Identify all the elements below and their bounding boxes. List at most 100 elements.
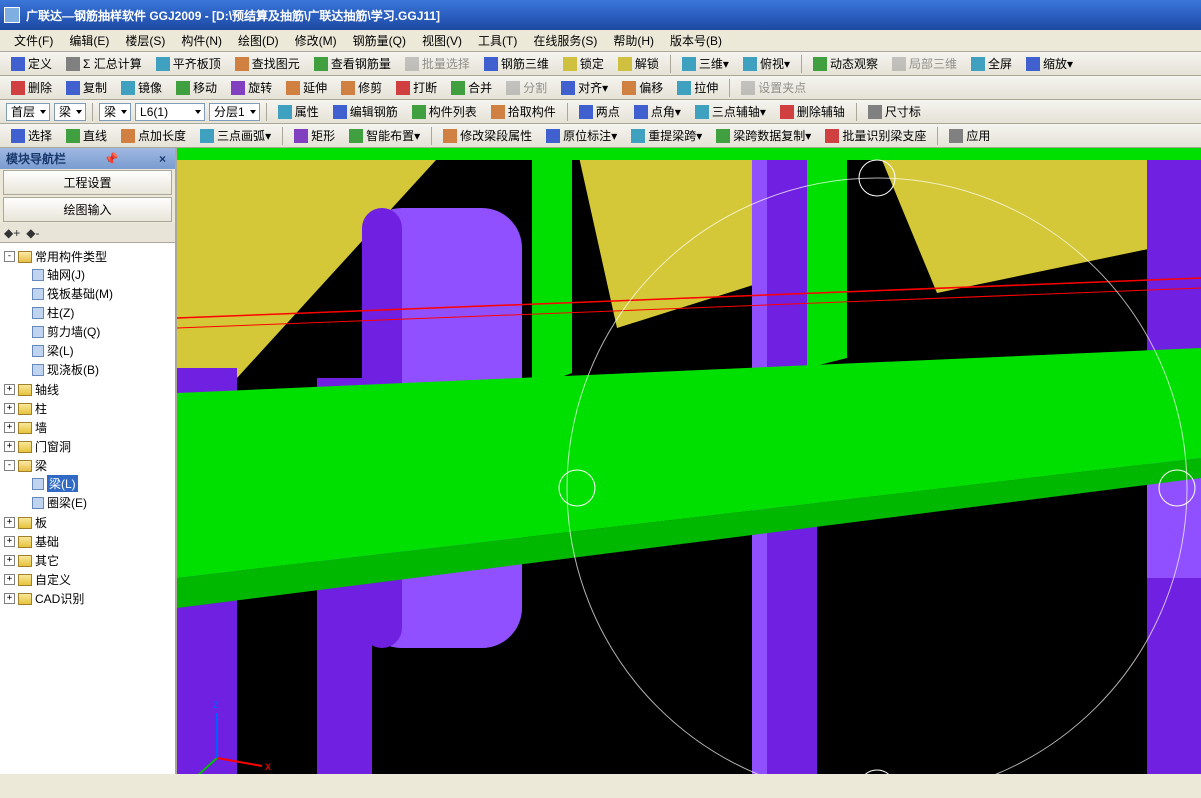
toolbar-button[interactable]: 移动 xyxy=(170,76,223,99)
button-label: 动态观察 xyxy=(830,55,878,72)
tree-item[interactable]: 梁(L) xyxy=(47,342,74,359)
menu-item[interactable]: 构件(N) xyxy=(173,30,230,51)
menu-item[interactable]: 工具(T) xyxy=(470,30,525,51)
toolbar-button[interactable]: 属性 xyxy=(272,100,325,123)
toolbar-button[interactable]: 合并 xyxy=(445,76,498,99)
menu-item[interactable]: 视图(V) xyxy=(414,30,470,51)
menu-item[interactable]: 在线服务(S) xyxy=(525,30,605,51)
context-dropdown[interactable]: 首层 xyxy=(6,103,50,121)
toolbar-button[interactable]: 动态观察 xyxy=(807,52,884,75)
tree-item[interactable]: 筏板基础(M) xyxy=(47,285,113,302)
menu-item[interactable]: 文件(F) xyxy=(6,30,61,51)
toolbar-button[interactable]: 拉伸 xyxy=(671,76,724,99)
toolbar-button[interactable]: 旋转 xyxy=(225,76,278,99)
chevron-down-icon: ▾ xyxy=(784,57,790,71)
toolbar-button[interactable]: 构件列表 xyxy=(406,100,483,123)
panel-pin-icon[interactable]: 📌 xyxy=(104,152,119,166)
toolbar-button[interactable]: 删除 xyxy=(5,76,58,99)
toolbar-button[interactable]: 设置夹点 xyxy=(735,76,812,99)
tree-folder[interactable]: 轴线 xyxy=(35,381,59,398)
tree-item[interactable]: 剪力墙(Q) xyxy=(47,323,100,340)
menu-item[interactable]: 编辑(E) xyxy=(61,30,117,51)
menu-item[interactable]: 帮助(H) xyxy=(605,30,662,51)
toolbar-button[interactable]: 两点 xyxy=(573,100,626,123)
toolbar-button[interactable]: 对齐 ▾ xyxy=(555,76,614,99)
toolbar-button[interactable]: 全屏 xyxy=(965,52,1018,75)
toolbar-button[interactable]: 定义 xyxy=(5,52,58,75)
tree-folder[interactable]: 自定义 xyxy=(35,571,71,588)
toolbar-button[interactable]: 缩放 ▾ xyxy=(1020,52,1079,75)
toolbar-button[interactable]: 三维 ▾ xyxy=(676,52,735,75)
toolbar-button[interactable]: 重提梁跨 ▾ xyxy=(625,124,708,147)
expand-all-icon[interactable]: ◆+ xyxy=(4,226,20,240)
toolbar-button[interactable]: 应用 xyxy=(943,124,996,147)
toolbar-button[interactable]: 延伸 xyxy=(280,76,333,99)
toolbar-button[interactable]: 点角 ▾ xyxy=(628,100,687,123)
toolbar-button[interactable]: 复制 xyxy=(60,76,113,99)
button-label: 矩形 xyxy=(311,127,335,144)
toolbar-button[interactable]: 原位标注 ▾ xyxy=(540,124,623,147)
toolbar-button[interactable]: 矩形 xyxy=(288,124,341,147)
tree-folder[interactable]: 柱 xyxy=(35,400,47,417)
panel-btn-draw[interactable]: 绘图输入 xyxy=(3,197,172,222)
tree-folder[interactable]: 墙 xyxy=(35,419,47,436)
tree-item[interactable]: 柱(Z) xyxy=(47,304,74,321)
toolbar-button[interactable]: 直线 xyxy=(60,124,113,147)
toolbar-button[interactable]: 智能布置 ▾ xyxy=(343,124,426,147)
toolbar-button[interactable]: 镜像 xyxy=(115,76,168,99)
toolbar-button[interactable]: 批量选择 xyxy=(399,52,476,75)
context-dropdown[interactable]: 梁 xyxy=(54,103,86,121)
toolbar-button[interactable]: 选择 xyxy=(5,124,58,147)
menu-item[interactable]: 版本号(B) xyxy=(662,30,730,51)
toolbar-button[interactable]: 编辑钢筋 xyxy=(327,100,404,123)
toolbar-button[interactable]: 修剪 xyxy=(335,76,388,99)
component-tree[interactable]: -常用构件类型轴网(J)筏板基础(M)柱(Z)剪力墙(Q)梁(L)现浇板(B)+… xyxy=(0,243,175,774)
toolbar-button[interactable]: 分割 xyxy=(500,76,553,99)
toolbar-button[interactable]: 锁定 xyxy=(557,52,610,75)
toolbar-button[interactable]: 三点画弧 ▾ xyxy=(194,124,277,147)
context-dropdown[interactable]: L6(1) xyxy=(135,103,205,121)
collapse-all-icon[interactable]: ◆- xyxy=(26,226,39,240)
toolbar-button[interactable]: 点加长度 xyxy=(115,124,192,147)
tree-folder[interactable]: 其它 xyxy=(35,552,59,569)
toolbar-button[interactable]: 查找图元 xyxy=(229,52,306,75)
tree-item[interactable]: 圈梁(E) xyxy=(47,494,87,511)
toolbar-button[interactable]: 批量识别梁支座 xyxy=(819,124,932,147)
tree-folder[interactable]: 基础 xyxy=(35,533,59,550)
viewport-canvas[interactable]: xyz xyxy=(177,148,1201,774)
tree-label[interactable]: 常用构件类型 xyxy=(35,248,107,265)
toolbar-button[interactable]: 删除辅轴 xyxy=(774,100,851,123)
toolbar-button[interactable]: 修改梁段属性 xyxy=(437,124,538,147)
panel-title: 模块导航栏 📌 × xyxy=(0,148,175,169)
toolbar-button[interactable]: 查看钢筋量 xyxy=(308,52,397,75)
toolbar-button[interactable]: 拾取构件 xyxy=(485,100,562,123)
menu-item[interactable]: 绘图(D) xyxy=(230,30,287,51)
tree-folder[interactable]: 板 xyxy=(35,514,47,531)
viewport-3d[interactable]: xyz xyxy=(177,148,1201,774)
toolbar-button[interactable]: 解锁 xyxy=(612,52,665,75)
button-icon xyxy=(682,57,696,71)
toolbar-button[interactable]: 打断 xyxy=(390,76,443,99)
toolbar-button[interactable]: Σ 汇总计算 xyxy=(60,52,148,75)
menu-item[interactable]: 楼层(S) xyxy=(117,30,173,51)
tree-folder[interactable]: 门窗洞 xyxy=(35,438,71,455)
toolbar-button[interactable]: 梁跨数据复制 ▾ xyxy=(710,124,817,147)
toolbar-button[interactable]: 三点辅轴 ▾ xyxy=(689,100,772,123)
context-dropdown[interactable]: 分层1 xyxy=(209,103,260,121)
toolbar-button[interactable]: 俯视 ▾ xyxy=(737,52,796,75)
panel-close-icon[interactable]: × xyxy=(156,152,169,166)
toolbar-button[interactable]: 尺寸标 xyxy=(862,100,927,123)
tree-item[interactable]: 轴网(J) xyxy=(47,266,85,283)
tree-item[interactable]: 梁(L) xyxy=(47,475,78,492)
toolbar-button[interactable]: 局部三维 xyxy=(886,52,963,75)
toolbar-button[interactable]: 平齐板顶 xyxy=(150,52,227,75)
menu-item[interactable]: 钢筋量(Q) xyxy=(345,30,414,51)
toolbar-button[interactable]: 钢筋三维 xyxy=(478,52,555,75)
tree-item[interactable]: 现浇板(B) xyxy=(47,361,99,378)
panel-btn-project[interactable]: 工程设置 xyxy=(3,170,172,195)
tree-folder[interactable]: CAD识别 xyxy=(35,590,84,607)
toolbar-button[interactable]: 偏移 xyxy=(616,76,669,99)
tree-folder[interactable]: 梁 xyxy=(35,457,47,474)
menu-item[interactable]: 修改(M) xyxy=(287,30,345,51)
context-dropdown[interactable]: 梁 xyxy=(99,103,131,121)
